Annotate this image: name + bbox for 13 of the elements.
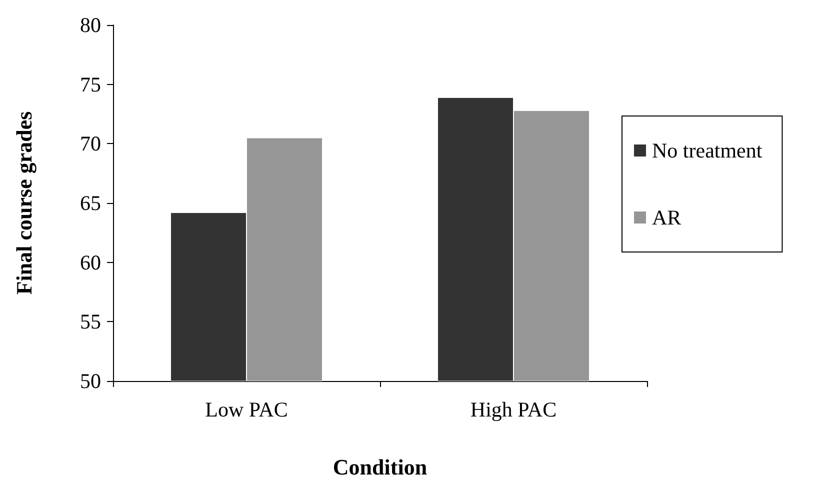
y-tick-label: 80	[80, 13, 101, 37]
y-tick-label: 70	[80, 132, 101, 156]
y-tick-label: 75	[80, 72, 101, 96]
y-axis-title: Final course grades	[12, 110, 36, 295]
x-tick-label: Low PAC	[205, 398, 288, 422]
y-tick-label: 55	[80, 310, 101, 334]
x-tick-label: High PAC	[470, 398, 557, 422]
legend-label: AR	[652, 206, 682, 230]
y-tick-label: 50	[80, 369, 101, 393]
x-axis-title: Condition	[332, 454, 428, 480]
y-tick-label: 60	[80, 250, 101, 274]
y-tick-label: 65	[80, 191, 101, 215]
legend-label: No treatment	[652, 138, 762, 162]
